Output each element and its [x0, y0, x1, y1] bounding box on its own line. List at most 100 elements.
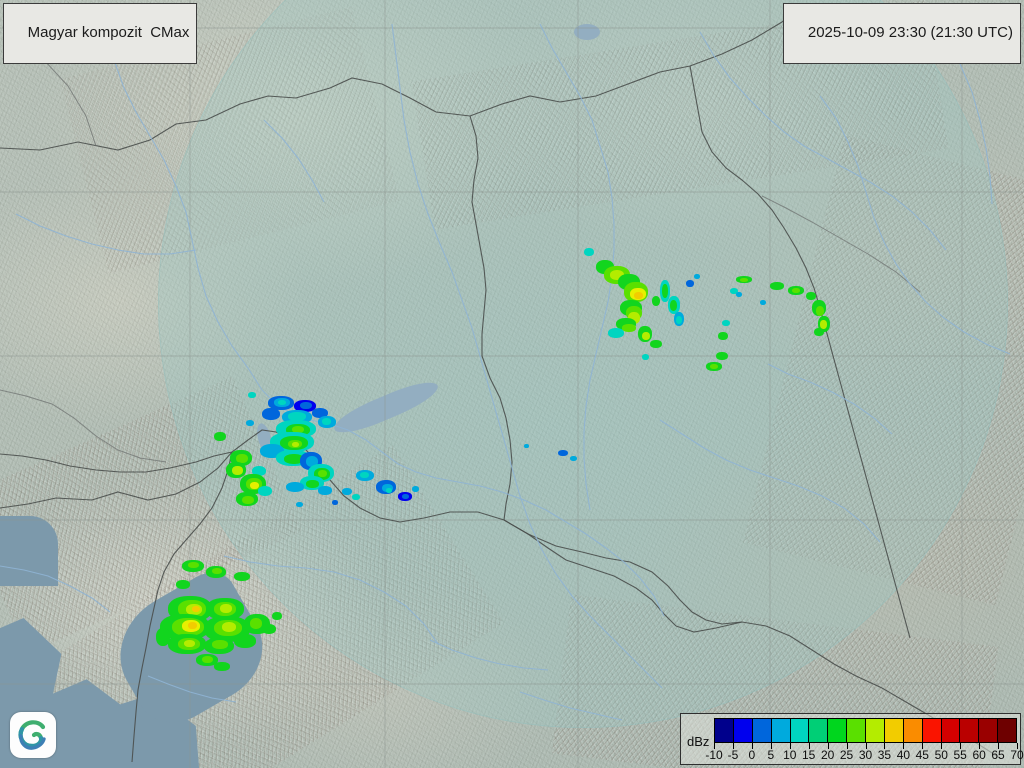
legend-tick-label: 70 — [1010, 748, 1024, 762]
echo-cell — [760, 300, 766, 305]
echo-cell — [318, 470, 327, 477]
echo-cell — [300, 402, 312, 409]
legend-tick — [846, 743, 848, 749]
echo-cell — [184, 640, 195, 647]
echo-cell — [246, 420, 254, 426]
echo-cell — [736, 292, 742, 297]
echo-cell — [242, 496, 254, 504]
legend-swatch — [866, 719, 885, 742]
timestamp-text: 2025-10-09 23:30 (21:30 UTC) — [807, 24, 1013, 41]
dbz-color-legend: dBz -10 -5 0 5 10 15 20 25 30 35 40 45 50 55 60 65 70 — [680, 713, 1024, 765]
echo-cell — [622, 324, 636, 332]
echo-cell — [722, 320, 730, 326]
legend-swatch — [884, 719, 904, 742]
echo-cell — [250, 482, 259, 489]
legend-tick — [732, 743, 734, 749]
echo-cell — [332, 500, 338, 505]
legend-swatch — [998, 719, 1016, 742]
met-service-logo[interactable] — [10, 712, 56, 758]
echo-cell — [288, 412, 306, 421]
echo-cell — [312, 408, 328, 418]
echo-cell — [250, 618, 262, 629]
legend-tick-label: 60 — [972, 748, 986, 762]
legend-tick — [884, 743, 886, 749]
echo-cell — [212, 568, 222, 574]
echo-cell — [306, 480, 319, 488]
legend-tick — [903, 743, 905, 749]
echo-cell — [730, 288, 738, 294]
echo-cell — [570, 456, 577, 461]
legend-swatch — [790, 719, 810, 742]
echo-cell — [716, 352, 728, 360]
legend-tick — [1017, 743, 1018, 749]
echo-cell — [686, 280, 694, 287]
legend-tick-label: 35 — [877, 748, 892, 762]
echo-cell — [272, 612, 282, 620]
echo-cell — [814, 328, 824, 336]
echo-cell — [232, 466, 243, 475]
legend-swatch — [752, 719, 772, 742]
echo-cell — [610, 270, 624, 280]
echo-cell — [820, 320, 827, 329]
echo-cell — [248, 392, 256, 398]
legend-tick-label: 45 — [915, 748, 929, 762]
echo-cell — [718, 332, 728, 340]
legend-tick-label: 65 — [991, 748, 1005, 762]
echo-cell — [192, 606, 200, 612]
legend-tick-label: 30 — [858, 748, 873, 762]
echo-cell — [214, 432, 226, 441]
product-title-box: Magyar kompozit CMax — [3, 3, 198, 64]
echo-cell — [306, 456, 318, 467]
echo-cell — [694, 274, 700, 279]
echo-cell — [188, 622, 197, 629]
echo-cell — [202, 656, 213, 663]
echo-cell — [740, 278, 748, 282]
echo-cell — [322, 418, 331, 425]
legend-tick-label: 15 — [802, 748, 816, 762]
legend-tick-label: 25 — [839, 748, 854, 762]
legend-swatch — [828, 719, 848, 742]
echo-cell — [262, 408, 280, 420]
legend-swatch — [809, 719, 829, 742]
legend-tick — [751, 743, 753, 749]
echo-cell — [234, 572, 250, 581]
echo-cell — [634, 292, 643, 299]
echo-cell — [792, 288, 800, 293]
echo-cell — [156, 628, 170, 646]
legend-tick-marks — [714, 743, 1018, 750]
echo-cell — [220, 604, 232, 613]
echo-cell — [360, 472, 369, 478]
echo-cell — [642, 332, 650, 340]
echo-cell — [816, 306, 824, 316]
legend-swatch — [960, 719, 980, 742]
echo-cell — [284, 454, 304, 464]
echo-cell — [262, 624, 276, 634]
echo-cell — [652, 296, 660, 306]
echo-cell — [352, 494, 360, 500]
legend-tick-label: 20 — [820, 748, 835, 762]
echo-cell — [608, 328, 624, 338]
echo-cell — [188, 562, 199, 568]
echo-cell — [296, 502, 303, 507]
radar-coverage-circle — [158, 0, 1008, 728]
adriatic-sea-upper — [0, 516, 58, 586]
legend-tick-label: 0 — [748, 748, 756, 762]
legend-tick-label: -10 — [705, 748, 723, 762]
echo-cell — [524, 444, 529, 448]
timestamp-box: 2025-10-09 23:30 (21:30 UTC) — [783, 3, 1021, 64]
echo-cell — [258, 486, 272, 496]
legend-swatch — [771, 719, 791, 742]
echo-cell — [176, 580, 190, 589]
echo-cell — [642, 354, 649, 360]
echo-cell — [292, 442, 299, 447]
legend-tick-labels: -10 -5 0 5 10 15 20 25 30 35 40 45 50 55 60 65 70 — [705, 748, 1023, 764]
legend-swatch — [903, 719, 923, 742]
product-title-text: Magyar kompozit CMax — [27, 24, 190, 41]
legend-unit-label: dBz — [687, 734, 710, 749]
echo-cell — [252, 466, 266, 476]
echo-cell — [212, 640, 228, 649]
